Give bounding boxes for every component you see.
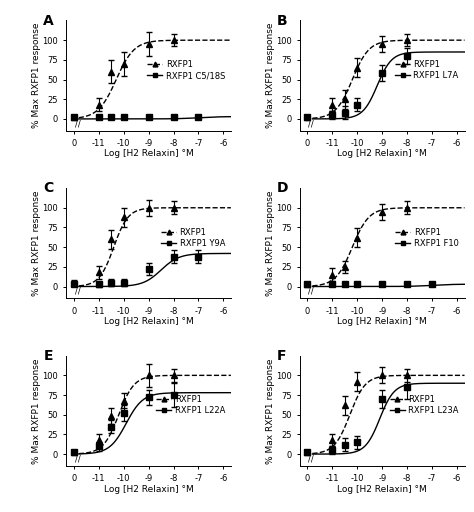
Text: //: // — [75, 455, 81, 463]
Text: F: F — [277, 349, 286, 363]
Text: //: // — [75, 119, 81, 129]
Text: //: // — [308, 287, 314, 296]
Text: D: D — [277, 181, 289, 196]
Text: //: // — [308, 119, 314, 129]
Legend: RXFP1, RXFP1 L23A: RXFP1, RXFP1 L23A — [388, 394, 460, 417]
Text: //: // — [308, 455, 314, 463]
Legend: RXFP1, RXFP1 L7A: RXFP1, RXFP1 L7A — [393, 58, 460, 82]
X-axis label: Log [H2 Relaxin] °M: Log [H2 Relaxin] °M — [337, 317, 427, 326]
Y-axis label: % Max RXFP1 response: % Max RXFP1 response — [265, 190, 274, 296]
X-axis label: Log [H2 Relaxin] °M: Log [H2 Relaxin] °M — [104, 485, 193, 494]
Y-axis label: % Max RXFP1 response: % Max RXFP1 response — [32, 23, 41, 129]
X-axis label: Log [H2 Relaxin] °M: Log [H2 Relaxin] °M — [104, 317, 193, 326]
Y-axis label: % Max RXFP1 response: % Max RXFP1 response — [32, 190, 41, 296]
Text: C: C — [43, 181, 54, 196]
Text: B: B — [277, 14, 288, 28]
Y-axis label: % Max RXFP1 response: % Max RXFP1 response — [32, 358, 41, 463]
Legend: RXFP1, RXFP1 F10: RXFP1, RXFP1 F10 — [394, 226, 460, 249]
X-axis label: Log [H2 Relaxin] °M: Log [H2 Relaxin] °M — [337, 485, 427, 494]
X-axis label: Log [H2 Relaxin] °M: Log [H2 Relaxin] °M — [337, 150, 427, 158]
Y-axis label: % Max RXFP1 response: % Max RXFP1 response — [265, 23, 274, 129]
Y-axis label: % Max RXFP1 response: % Max RXFP1 response — [265, 358, 274, 463]
Text: //: // — [75, 287, 81, 296]
Legend: RXFP1, RXFP1 L22A: RXFP1, RXFP1 L22A — [155, 394, 227, 417]
Legend: RXFP1, RXFP1 Y9A: RXFP1, RXFP1 Y9A — [160, 226, 227, 249]
Text: E: E — [43, 349, 53, 363]
Text: A: A — [43, 14, 54, 28]
Legend: RXFP1, RXFP1 C5/18S: RXFP1, RXFP1 C5/18S — [146, 58, 227, 82]
X-axis label: Log [H2 Relaxin] °M: Log [H2 Relaxin] °M — [104, 150, 193, 158]
